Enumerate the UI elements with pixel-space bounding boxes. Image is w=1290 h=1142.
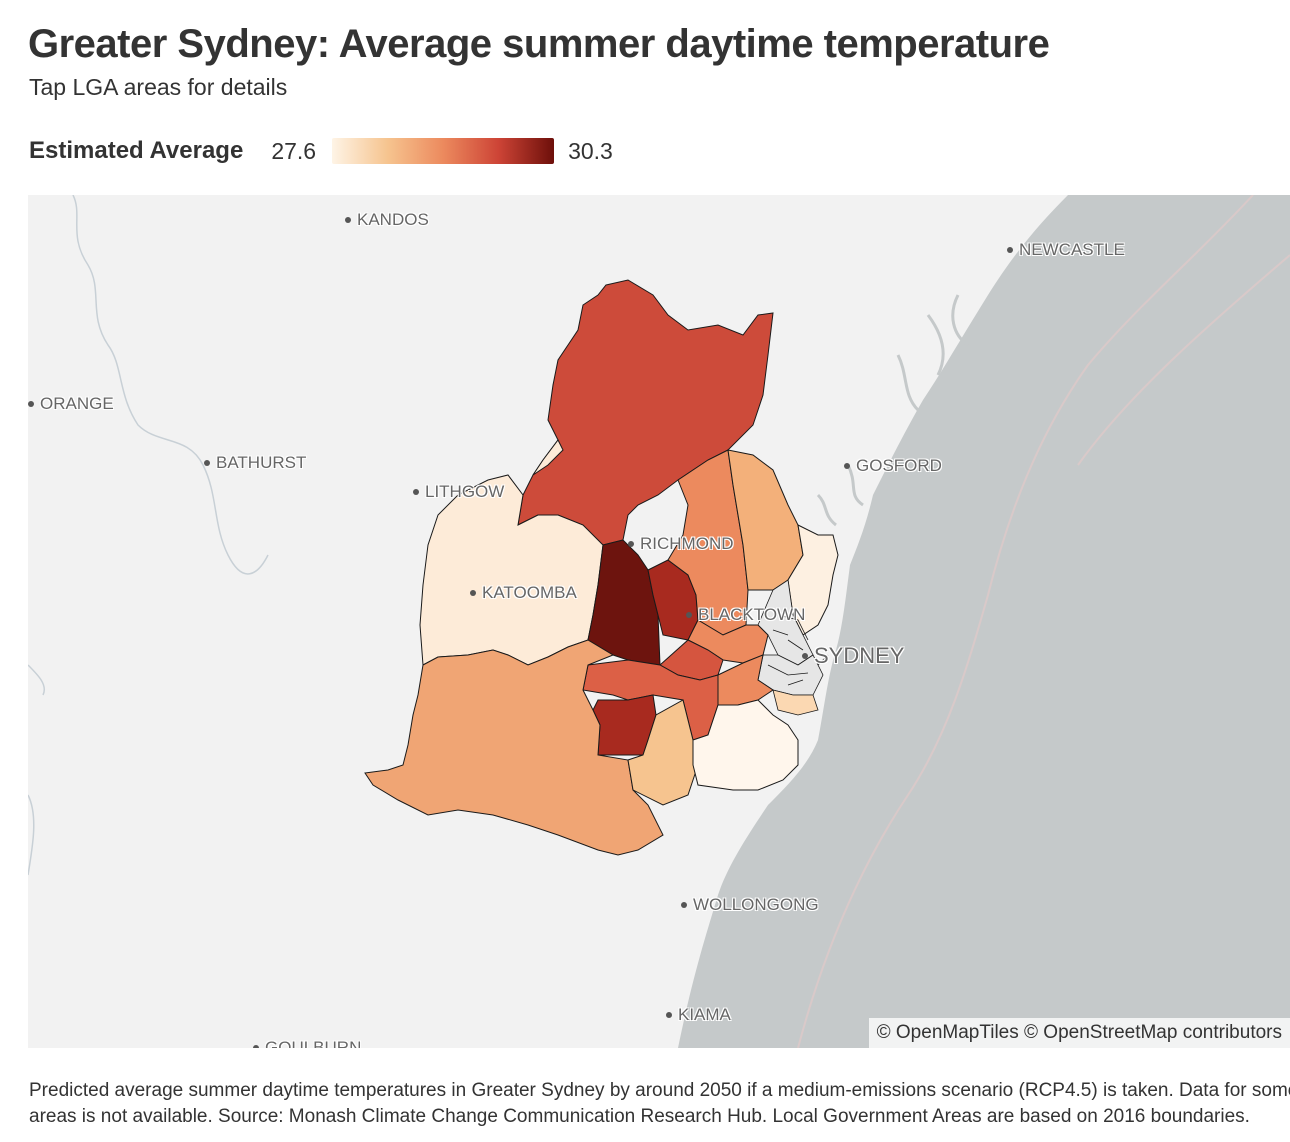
lga-northern-beaches[interactable] — [787, 524, 839, 636]
city-dot — [681, 902, 687, 908]
city-orange: ORANGE — [28, 394, 114, 414]
city-label: KIAMA — [678, 1005, 731, 1024]
city-gosford: GOSFORD — [844, 456, 942, 476]
footer-line-1: Predicted average summer daytime tempera… — [29, 1080, 1290, 1101]
color-legend: Estimated Average 27.6 30.3 — [29, 134, 613, 168]
city-dot — [666, 1012, 672, 1018]
city-richmond: RICHMOND — [628, 534, 734, 554]
map-attribution[interactable]: © OpenMapTiles © OpenStreetMap contribut… — [868, 1018, 1290, 1048]
legend-title: Estimated Average — [29, 137, 244, 164]
city-lithgow: LITHGOW — [413, 482, 504, 502]
city-katoomba: KATOOMBA — [470, 583, 577, 603]
city-dot — [28, 401, 34, 407]
sea-route-line — [797, 195, 1254, 1048]
legend-min-value: 27.6 — [271, 137, 317, 164]
lga-wollondilly[interactable] — [364, 639, 664, 856]
city-label: WOLLONGONG — [693, 895, 819, 914]
footer-note: Predicted average summer daytime tempera… — [29, 1078, 1290, 1130]
ocean — [678, 195, 1290, 1048]
city-dot — [1007, 247, 1013, 253]
lga-inner-borders — [767, 614, 829, 686]
city-label: BLACKTOWN — [698, 605, 806, 624]
legend-max-value: 30.3 — [568, 137, 613, 164]
city-label: SYDNEY — [814, 643, 905, 668]
city-dot — [470, 590, 476, 596]
city-label: KATOOMBA — [482, 583, 577, 602]
city-bathurst: BATHURST — [204, 453, 306, 473]
estuary — [816, 294, 969, 527]
city-label: BATHURST — [216, 453, 307, 472]
city-label: NEWCASTLE — [1019, 240, 1125, 259]
sea-route-line-2 — [1077, 254, 1290, 466]
map-canvas[interactable] — [28, 195, 1290, 1048]
city-sydney: SYDNEY — [802, 643, 904, 669]
city-dot — [345, 217, 351, 223]
city-dot — [686, 612, 692, 618]
city-blacktown: BLACKTOWN — [686, 605, 805, 625]
footer-line-2: areas is not available. Source: Monash C… — [29, 1106, 1250, 1127]
chart-subtitle: Tap LGA areas for details — [29, 74, 288, 100]
city-dot — [802, 653, 808, 659]
lga-sutherland[interactable] — [692, 699, 799, 791]
city-dot — [844, 463, 850, 469]
city-label: LITHGOW — [425, 482, 505, 501]
lga-hawkesbury[interactable] — [517, 279, 774, 546]
city-kiama: KIAMA — [666, 1005, 731, 1025]
city-label: KANDOS — [357, 210, 429, 229]
city-dot — [253, 1045, 259, 1048]
lga-east-small[interactable] — [772, 689, 819, 716]
lga-lithgow-edge[interactable] — [532, 439, 564, 476]
map-view[interactable]: KANDOS NEWCASTLE ORANGE BATHURST LITHGOW… — [28, 195, 1290, 1048]
river — [72, 195, 269, 575]
city-label: GOSFORD — [856, 456, 942, 475]
legend-gradient-bar — [332, 138, 555, 164]
city-kandos: KANDOS — [345, 210, 429, 230]
river-2 — [28, 664, 45, 876]
city-label: GOULBURN — [265, 1038, 362, 1048]
city-dot — [204, 460, 210, 466]
city-wollongong: WOLLONGONG — [681, 895, 819, 915]
city-label: RICHMOND — [640, 534, 734, 553]
city-dot — [628, 541, 634, 547]
chart-title: Greater Sydney: Average summer daytime t… — [28, 22, 1050, 66]
city-label: ORANGE — [40, 394, 114, 413]
city-dot — [413, 489, 419, 495]
city-newcastle: NEWCASTLE — [1007, 240, 1125, 260]
city-goulburn: GOULBURN — [253, 1038, 361, 1048]
